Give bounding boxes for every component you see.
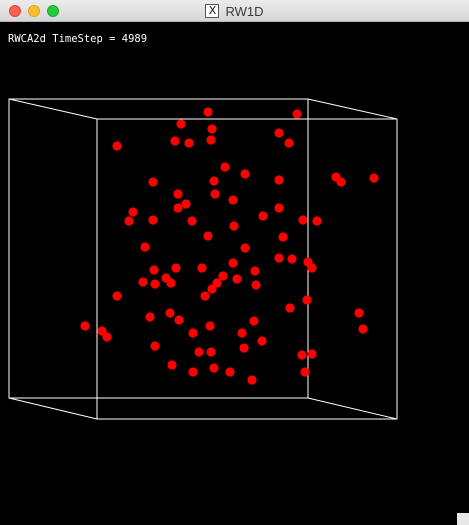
particle xyxy=(298,215,308,225)
particle xyxy=(173,189,183,199)
particle xyxy=(171,263,181,273)
box-edge xyxy=(8,397,98,420)
particle xyxy=(297,350,307,360)
particle xyxy=(247,375,257,385)
particle xyxy=(307,263,317,273)
particle xyxy=(165,308,175,318)
particle xyxy=(228,195,238,205)
box-edge xyxy=(8,98,98,120)
particle xyxy=(258,211,268,221)
close-button[interactable] xyxy=(9,5,21,17)
particle xyxy=(150,341,160,351)
particle xyxy=(170,136,180,146)
particle xyxy=(249,316,259,326)
particle xyxy=(207,284,217,294)
box-edge xyxy=(307,98,398,120)
particle xyxy=(209,363,219,373)
particle xyxy=(218,271,228,281)
box-back-face xyxy=(8,98,309,399)
particle xyxy=(150,279,160,289)
window-title: RW1D xyxy=(225,3,264,19)
particle xyxy=(300,367,310,377)
particle xyxy=(229,221,239,231)
particle xyxy=(228,258,238,268)
box-edge xyxy=(307,397,398,420)
particle xyxy=(307,349,317,359)
particle xyxy=(302,295,312,305)
particle xyxy=(220,162,230,172)
particle xyxy=(240,169,250,179)
particle xyxy=(206,135,216,145)
particle xyxy=(312,216,322,226)
maximize-button[interactable] xyxy=(47,5,59,17)
particle xyxy=(149,265,159,275)
title-bar[interactable]: X RW1D xyxy=(0,0,469,22)
particle xyxy=(140,242,150,252)
x11-icon: X xyxy=(205,4,220,18)
particle xyxy=(203,107,213,117)
particle xyxy=(181,199,191,209)
particle xyxy=(197,263,207,273)
minimize-button[interactable] xyxy=(28,5,40,17)
box-front-face xyxy=(96,118,398,420)
title-group: X RW1D xyxy=(0,0,469,22)
particle xyxy=(184,138,194,148)
particle xyxy=(278,232,288,242)
particle xyxy=(200,291,210,301)
particle xyxy=(209,176,219,186)
particle xyxy=(203,231,213,241)
particle xyxy=(187,216,197,226)
particle xyxy=(274,175,284,185)
particle xyxy=(112,141,122,151)
particle xyxy=(188,367,198,377)
particle xyxy=(225,367,235,377)
particle xyxy=(274,203,284,213)
particle xyxy=(292,109,302,119)
particle xyxy=(237,328,247,338)
particle xyxy=(194,347,204,357)
particle xyxy=(358,324,368,334)
timestep-label: RWCA2d TimeStep = 4989 xyxy=(8,33,148,45)
particle xyxy=(251,280,261,290)
particle xyxy=(336,177,346,187)
particle xyxy=(148,177,158,187)
particle xyxy=(102,332,112,342)
particle xyxy=(250,266,260,276)
particle xyxy=(285,303,295,313)
particle xyxy=(369,173,379,183)
particle xyxy=(287,254,297,264)
particle xyxy=(274,253,284,263)
particle xyxy=(274,128,284,138)
particle xyxy=(176,119,186,129)
particle xyxy=(354,308,364,318)
particle xyxy=(148,215,158,225)
bounding-box xyxy=(8,98,398,420)
particle xyxy=(210,189,220,199)
particle xyxy=(124,216,134,226)
particle xyxy=(232,274,242,284)
particle xyxy=(174,315,184,325)
particle xyxy=(145,312,155,322)
particle xyxy=(80,321,90,331)
particle xyxy=(239,343,249,353)
particle xyxy=(284,138,294,148)
particles xyxy=(80,107,379,385)
particle xyxy=(188,328,198,338)
particle xyxy=(112,291,122,301)
particle xyxy=(166,278,176,288)
particle xyxy=(206,347,216,357)
particle xyxy=(167,360,177,370)
simulation-canvas xyxy=(8,98,398,420)
particle xyxy=(240,243,250,253)
particle xyxy=(128,207,138,217)
particle xyxy=(207,124,217,134)
particle xyxy=(257,336,267,346)
particle xyxy=(138,277,148,287)
resize-grip[interactable] xyxy=(457,513,469,525)
particle xyxy=(205,321,215,331)
particle xyxy=(173,203,183,213)
